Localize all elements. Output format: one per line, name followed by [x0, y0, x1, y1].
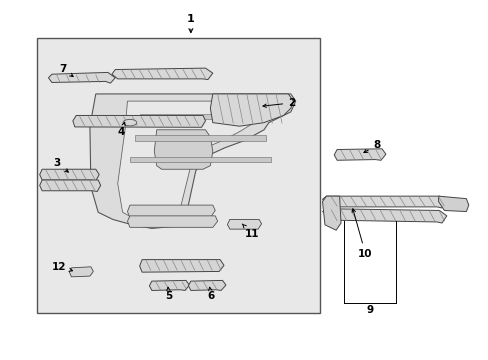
Polygon shape — [69, 267, 93, 277]
Polygon shape — [130, 157, 271, 162]
Text: 1: 1 — [186, 14, 194, 32]
Bar — [37, 39, 320, 313]
Polygon shape — [140, 260, 224, 272]
Text: 4: 4 — [118, 122, 125, 136]
Polygon shape — [127, 205, 215, 218]
Text: 12: 12 — [52, 262, 72, 272]
Polygon shape — [73, 116, 205, 127]
Polygon shape — [210, 94, 293, 126]
Polygon shape — [135, 135, 266, 140]
Polygon shape — [333, 149, 385, 160]
Polygon shape — [322, 209, 446, 223]
Text: 8: 8 — [363, 140, 380, 153]
Text: 2: 2 — [263, 98, 295, 108]
Polygon shape — [118, 101, 276, 220]
Text: 5: 5 — [165, 287, 172, 301]
Polygon shape — [322, 196, 446, 208]
Polygon shape — [154, 130, 212, 169]
Polygon shape — [438, 196, 468, 212]
Text: 3: 3 — [54, 158, 68, 172]
Text: 9: 9 — [366, 305, 373, 315]
Text: 7: 7 — [59, 64, 73, 77]
Polygon shape — [188, 280, 225, 291]
Polygon shape — [322, 196, 340, 230]
Polygon shape — [112, 68, 212, 80]
Ellipse shape — [123, 120, 137, 126]
Polygon shape — [40, 180, 101, 192]
Text: 6: 6 — [207, 287, 215, 301]
Text: 10: 10 — [351, 209, 372, 258]
Polygon shape — [127, 216, 217, 227]
Polygon shape — [90, 94, 295, 228]
Polygon shape — [40, 169, 99, 181]
Text: 11: 11 — [242, 224, 259, 239]
Polygon shape — [149, 280, 189, 291]
Polygon shape — [48, 72, 115, 83]
Polygon shape — [227, 220, 261, 229]
Polygon shape — [140, 114, 261, 119]
